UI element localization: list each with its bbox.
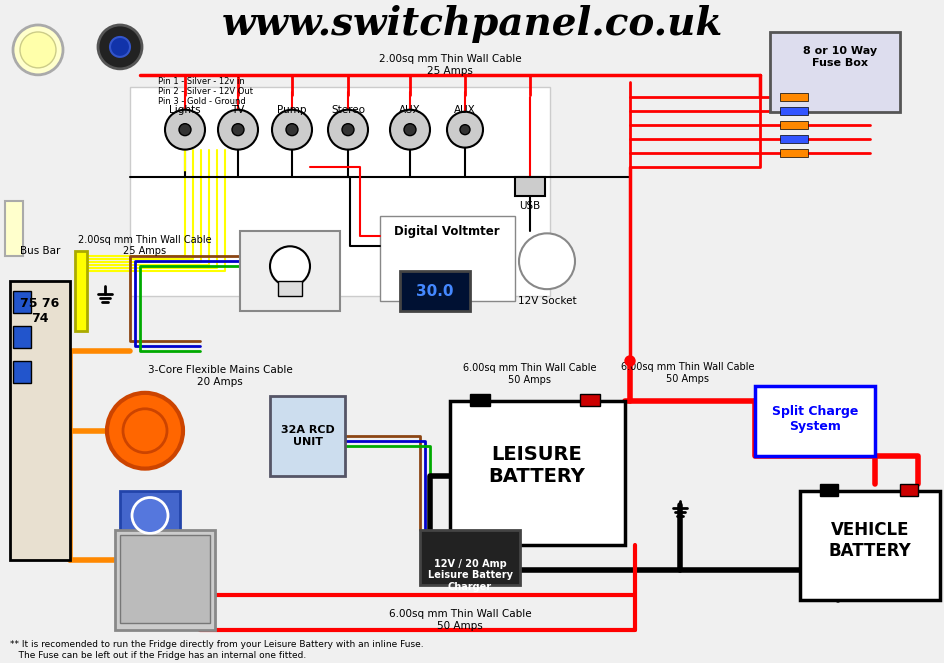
Text: Pin 1 - Silver - 12v in: Pin 1 - Silver - 12v in [158,78,244,86]
Bar [240,231,340,311]
Circle shape [165,109,205,150]
Text: AUX: AUX [454,105,476,115]
Circle shape [132,497,168,534]
Text: USB: USB [519,202,540,211]
Circle shape [460,125,469,135]
Bar [419,530,519,585]
Bar [449,401,624,546]
Bar [779,149,807,156]
Bar [379,216,514,301]
Bar [13,291,31,313]
Circle shape [270,246,310,286]
Text: VEHICLE
BATTERY: VEHICLE BATTERY [828,521,910,560]
Text: Lights: Lights [169,105,201,115]
Circle shape [13,25,63,75]
Bar [769,32,899,112]
Text: ** It is recomended to run the Fridge directly from your Leisure Battery with an: ** It is recomended to run the Fridge di… [10,640,423,660]
Text: LEISURE
BATTERY: LEISURE BATTERY [488,445,585,486]
Text: 3-Core Flexible Mains Cable
20 Amps: 3-Core Flexible Mains Cable 20 Amps [147,365,292,387]
Circle shape [447,112,482,148]
Bar [399,271,469,311]
Circle shape [624,356,634,366]
Circle shape [98,25,142,69]
Bar [819,483,837,495]
Circle shape [178,124,191,136]
Circle shape [107,393,183,469]
Text: 32A RCD
UNIT: 32A RCD UNIT [280,425,334,446]
Circle shape [218,109,258,150]
Text: Bus Bar: Bus Bar [20,246,60,257]
Circle shape [123,409,167,453]
Bar [779,93,807,101]
Text: Digital Voltmter: Digital Voltmter [394,225,499,238]
Text: 2.00sq mm Thin Wall Cable
25 Amps: 2.00sq mm Thin Wall Cable 25 Amps [379,54,521,76]
Text: AUX: AUX [398,105,420,115]
Bar [5,202,23,257]
Text: 8 or 10 Way
Fuse Box: 8 or 10 Way Fuse Box [802,46,876,68]
Bar [115,530,215,630]
Bar [754,386,874,455]
Bar [120,536,210,623]
Text: 30.0: 30.0 [415,284,453,298]
Bar [13,361,31,383]
Circle shape [110,37,130,57]
Bar [270,396,345,475]
Circle shape [342,124,354,136]
Bar [899,483,917,495]
Circle shape [232,124,244,136]
Text: TV: TV [231,105,244,115]
Circle shape [328,109,367,150]
Text: 2.00sq mm Thin Wall Cable
25 Amps: 2.00sq mm Thin Wall Cable 25 Amps [78,235,211,256]
Bar [514,176,545,196]
Circle shape [518,233,574,289]
Bar [278,281,302,296]
Text: 12V / 20 Amp
Leisure Battery
Charger: 12V / 20 Amp Leisure Battery Charger [427,559,512,592]
Text: Stereo: Stereo [330,105,364,115]
Bar [10,281,70,560]
Bar [13,326,31,348]
Bar [779,107,807,115]
Bar [469,394,490,406]
Bar [580,394,599,406]
Text: Pin 2 - Silver - 12V Out: Pin 2 - Silver - 12V Out [158,88,253,96]
Text: 6.00sq mm Thin Wall Cable
50 Amps: 6.00sq mm Thin Wall Cable 50 Amps [463,363,596,385]
Text: Pump: Pump [277,105,307,115]
Bar [120,491,179,540]
Circle shape [286,124,297,136]
Text: Pin 3 - Gold - Ground: Pin 3 - Gold - Ground [158,97,245,106]
Circle shape [272,109,312,150]
Text: Split Charge
System: Split Charge System [771,404,857,433]
Text: 6.00sq mm Thin Wall Cable
50 Amps: 6.00sq mm Thin Wall Cable 50 Amps [388,609,531,631]
Text: 6.00sq mm Thin Wall Cable
50 Amps: 6.00sq mm Thin Wall Cable 50 Amps [620,362,754,384]
Text: 75 76
74: 75 76 74 [21,297,59,325]
Text: www.switchpanel.co.uk: www.switchpanel.co.uk [221,5,722,43]
Circle shape [20,32,56,68]
Circle shape [404,124,415,136]
Text: 12V Socket: 12V Socket [517,296,576,306]
Bar [130,87,549,296]
Bar [75,251,87,331]
Bar [779,135,807,143]
Circle shape [390,109,430,150]
Bar [779,121,807,129]
Bar [800,491,939,600]
